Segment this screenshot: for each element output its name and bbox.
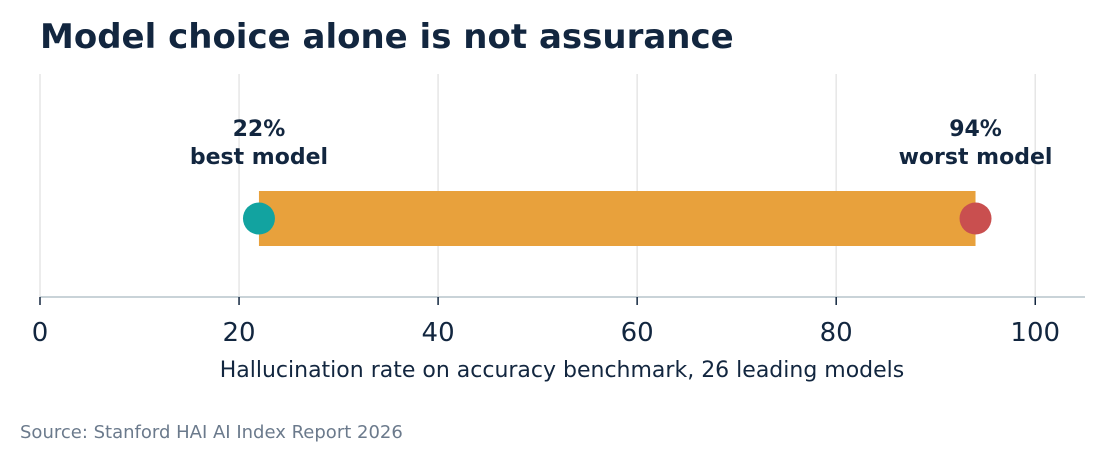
- annotation-text-0: best model: [190, 145, 328, 170]
- gridlines: [39, 74, 1036, 297]
- range-bar: [258, 191, 976, 246]
- tick-label-20: 20: [223, 318, 256, 348]
- chart-title: Model choice alone is not assurance: [40, 17, 734, 57]
- annotation-value-1: 94%: [949, 117, 1002, 142]
- best-model-marker: [242, 202, 275, 235]
- tick-label-60: 60: [621, 318, 654, 348]
- tick-label-0: 0: [32, 318, 49, 348]
- x-axis-ticks: 0 20 40 60 80 100: [32, 297, 1060, 348]
- tick-label-100: 100: [1010, 318, 1060, 348]
- annotation-value-0: 22%: [233, 117, 286, 142]
- tick-label-40: 40: [422, 318, 455, 348]
- source-note: Source: Stanford HAI AI Index Report 202…: [20, 422, 403, 443]
- tick-label-80: 80: [820, 318, 853, 348]
- annotation-text-1: worst model: [899, 145, 1053, 170]
- annotations: 22% best model 94% worst model: [190, 117, 1053, 170]
- x-axis-label: Hallucination rate on accuracy benchmark…: [220, 358, 905, 383]
- worst-model-marker: [959, 202, 992, 235]
